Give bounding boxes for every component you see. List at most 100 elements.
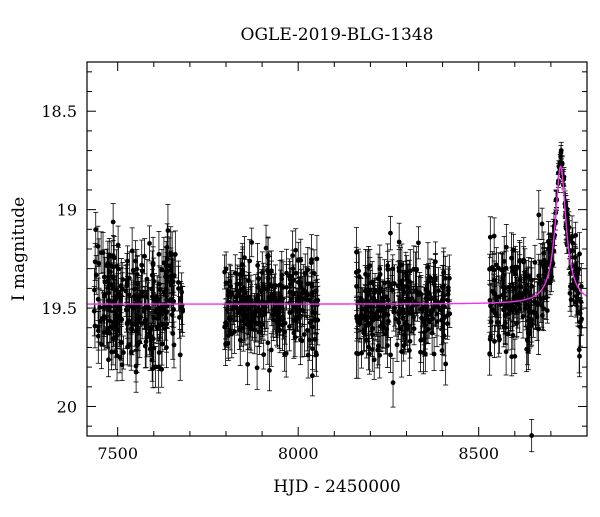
marker [515,265,520,270]
marker [309,260,314,265]
marker [93,227,98,232]
marker [488,337,493,342]
marker [314,288,319,293]
marker [96,334,101,339]
marker [157,350,162,355]
marker [368,263,373,268]
marker [238,281,243,286]
marker [276,307,281,312]
marker [372,357,377,362]
marker [443,362,448,367]
marker [383,331,388,336]
marker [94,273,99,278]
data-point [388,216,393,250]
marker [155,316,160,321]
marker [157,252,162,257]
marker [430,331,435,336]
marker [178,297,183,302]
marker [249,240,254,245]
marker [150,294,155,299]
marker [487,267,492,272]
marker [135,281,140,286]
marker [176,280,181,285]
marker [125,259,130,264]
marker [577,354,582,359]
marker [231,306,236,311]
data-point [397,223,402,261]
marker [421,350,426,355]
marker [291,292,296,297]
marker [119,340,124,345]
marker [368,304,373,309]
marker [164,271,169,276]
marker [395,342,400,347]
marker [119,317,124,322]
marker [388,353,393,358]
marker [447,276,452,281]
marker [96,244,101,249]
data-point [532,245,537,279]
marker [106,291,111,296]
marker [412,326,417,331]
marker [145,277,150,282]
marker [164,345,169,350]
marker [382,312,387,317]
marker [120,362,125,367]
marker [140,290,145,295]
marker [356,351,361,356]
marker [170,331,175,336]
data-point [147,226,152,261]
marker [384,327,389,332]
marker [279,273,284,278]
marker [172,273,177,278]
marker [116,267,121,272]
data-point [391,358,396,407]
data-point [112,236,117,279]
marker [269,348,274,353]
marker [170,312,175,317]
marker [97,261,102,266]
marker [255,263,260,268]
marker [111,320,116,325]
data-point [310,355,315,395]
marker [445,321,450,326]
marker [262,309,267,314]
marker [293,335,298,340]
marker [143,344,148,349]
marker [261,352,266,357]
marker [401,284,406,289]
data-point [111,203,116,240]
marker [298,281,303,286]
marker [284,285,289,290]
marker [310,284,315,289]
marker [102,275,107,280]
marker [247,295,252,300]
marker [488,235,493,240]
data-point [255,346,260,389]
marker [266,253,271,258]
marker [245,362,250,367]
marker [135,305,140,310]
marker [227,315,232,320]
marker [440,348,445,353]
marker [315,257,320,262]
marker [129,321,134,326]
marker [402,333,407,338]
marker [300,308,305,313]
marker [281,314,286,319]
marker [160,267,165,272]
marker [440,319,445,324]
marker [407,279,412,284]
marker [139,263,144,268]
marker [393,317,398,322]
marker [411,315,416,320]
marker [570,234,575,239]
marker [447,311,452,316]
marker [293,271,298,276]
marker [238,306,243,311]
marker [267,368,272,373]
marker [398,262,403,267]
data-point [178,329,183,380]
marker [273,312,278,317]
